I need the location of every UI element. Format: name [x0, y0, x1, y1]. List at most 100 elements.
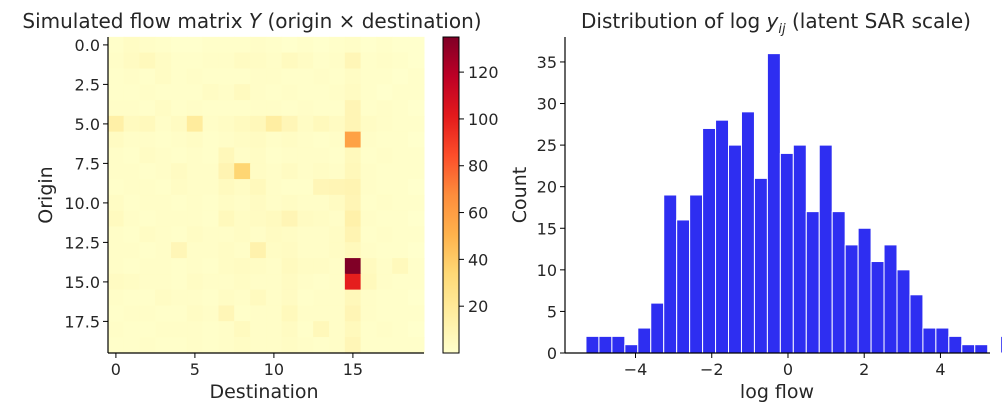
heatmap-cell [376, 273, 393, 291]
heatmap-cell [297, 36, 314, 54]
heatmap-cell [250, 273, 267, 291]
colorbar-tick-label: 80 [468, 157, 488, 176]
heatmap-cell [139, 68, 156, 85]
heatmap-cell [250, 258, 267, 275]
heatmap-cell [344, 36, 362, 54]
heatmap-cell [408, 321, 425, 338]
heatmap-cell [107, 36, 125, 54]
heatmap-cell [139, 273, 156, 291]
heatmap-cell [218, 289, 235, 307]
colorbar-tick-label: 40 [468, 250, 488, 269]
heatmap-cell [408, 100, 425, 117]
heatmap-cell [281, 305, 299, 322]
heatmap-cell [218, 194, 235, 212]
heatmap-cell [281, 337, 299, 354]
heatmap-cell [344, 289, 362, 307]
heatmap-cell [234, 194, 251, 212]
heatmap-cell [408, 258, 425, 275]
heatmap-cell [107, 52, 125, 70]
heatmap-cell [123, 289, 141, 307]
histogram-bar [766, 53, 781, 354]
heatmap-cell [297, 226, 314, 243]
heatmap-cell [313, 115, 330, 133]
heatmap-cell [234, 36, 251, 54]
heatmap-cell [281, 179, 299, 196]
heatmap-cell [344, 68, 362, 85]
heatmap-cell [392, 100, 409, 117]
heatmap-cell [186, 36, 204, 54]
heatmap-cell [297, 115, 314, 133]
heatmap-y-tick-label: 12.5 [64, 233, 100, 252]
heatmap-cell [360, 115, 378, 133]
heatmap-cell [313, 289, 330, 307]
heatmap-cell [107, 273, 125, 291]
heatmap-cell [186, 194, 204, 212]
heatmap-cell [107, 210, 125, 228]
heatmap-cell [281, 163, 299, 180]
heatmap-cell [392, 226, 409, 243]
heatmap-cell [123, 68, 141, 85]
heatmap-cell [139, 337, 156, 354]
heatmap-cell [202, 36, 220, 54]
heatmap-cell [123, 100, 141, 117]
heatmap-cell [344, 321, 362, 338]
heatmap-cell [171, 163, 188, 180]
histogram-bars [585, 53, 1002, 354]
heatmap-cell [376, 321, 393, 338]
heatmap-cell [313, 179, 330, 196]
heatmap-cell [218, 226, 235, 243]
heatmap-cell [123, 115, 141, 133]
histogram-y-tick-label: 30 [537, 95, 557, 114]
heatmap-cell [281, 68, 299, 85]
colorbar-tick-label: 100 [468, 110, 499, 129]
heatmap-cell [202, 100, 220, 117]
heatmap-cell [218, 321, 235, 338]
heatmap-cell [265, 100, 283, 117]
heatmap-cell [171, 321, 188, 338]
heatmap-cell [329, 242, 346, 259]
heatmap-cell [202, 337, 220, 354]
colorbar-ticks: 20 40 60 80 100 120 [459, 63, 499, 316]
heatmap-cell [202, 115, 220, 133]
heatmap-cell [281, 242, 299, 259]
heatmap-cell [186, 179, 204, 196]
heatmap-cell [186, 210, 204, 228]
heatmap-cell [360, 52, 378, 70]
histogram-bar [974, 344, 989, 354]
heatmap-cell [360, 84, 378, 101]
heatmap-cell [218, 131, 235, 149]
heatmap-cell [344, 258, 362, 275]
heatmap-cell [218, 210, 235, 228]
heatmap-cell [218, 100, 235, 117]
heatmap-cell [408, 52, 425, 70]
heatmap-cell [329, 163, 346, 180]
heatmap-cell [265, 52, 283, 70]
heatmap-cell [376, 131, 393, 149]
heatmap-y-tick-label: 5.0 [75, 115, 100, 134]
heatmap-cell [139, 131, 156, 149]
heatmap-cell [392, 321, 409, 338]
heatmap-cell [313, 84, 330, 101]
heatmap-cell [186, 163, 204, 180]
histogram-bar [1000, 335, 1002, 354]
heatmap-cell [186, 131, 204, 149]
heatmap-cell [281, 273, 299, 291]
heatmap-cell [107, 337, 125, 354]
colorbar-tick-label: 20 [468, 297, 488, 316]
heatmap-cell [155, 210, 172, 228]
histogram-bar [857, 227, 872, 354]
heatmap-cell [297, 305, 314, 322]
heatmap-y-label: Origin [35, 166, 57, 223]
heatmap-cell [329, 68, 346, 85]
heatmap-cell [250, 115, 267, 133]
heatmap-cell [329, 131, 346, 149]
heatmap-y-tick-label: 10.0 [64, 194, 100, 213]
heatmap-cell [139, 100, 156, 117]
heatmap-cell [344, 242, 362, 259]
heatmap-cell [408, 36, 425, 54]
heatmap-cell [234, 289, 251, 307]
heatmap-cell [329, 84, 346, 101]
heatmap-cell [107, 131, 125, 149]
histogram-bar [922, 327, 937, 354]
heatmap-cell [234, 258, 251, 275]
